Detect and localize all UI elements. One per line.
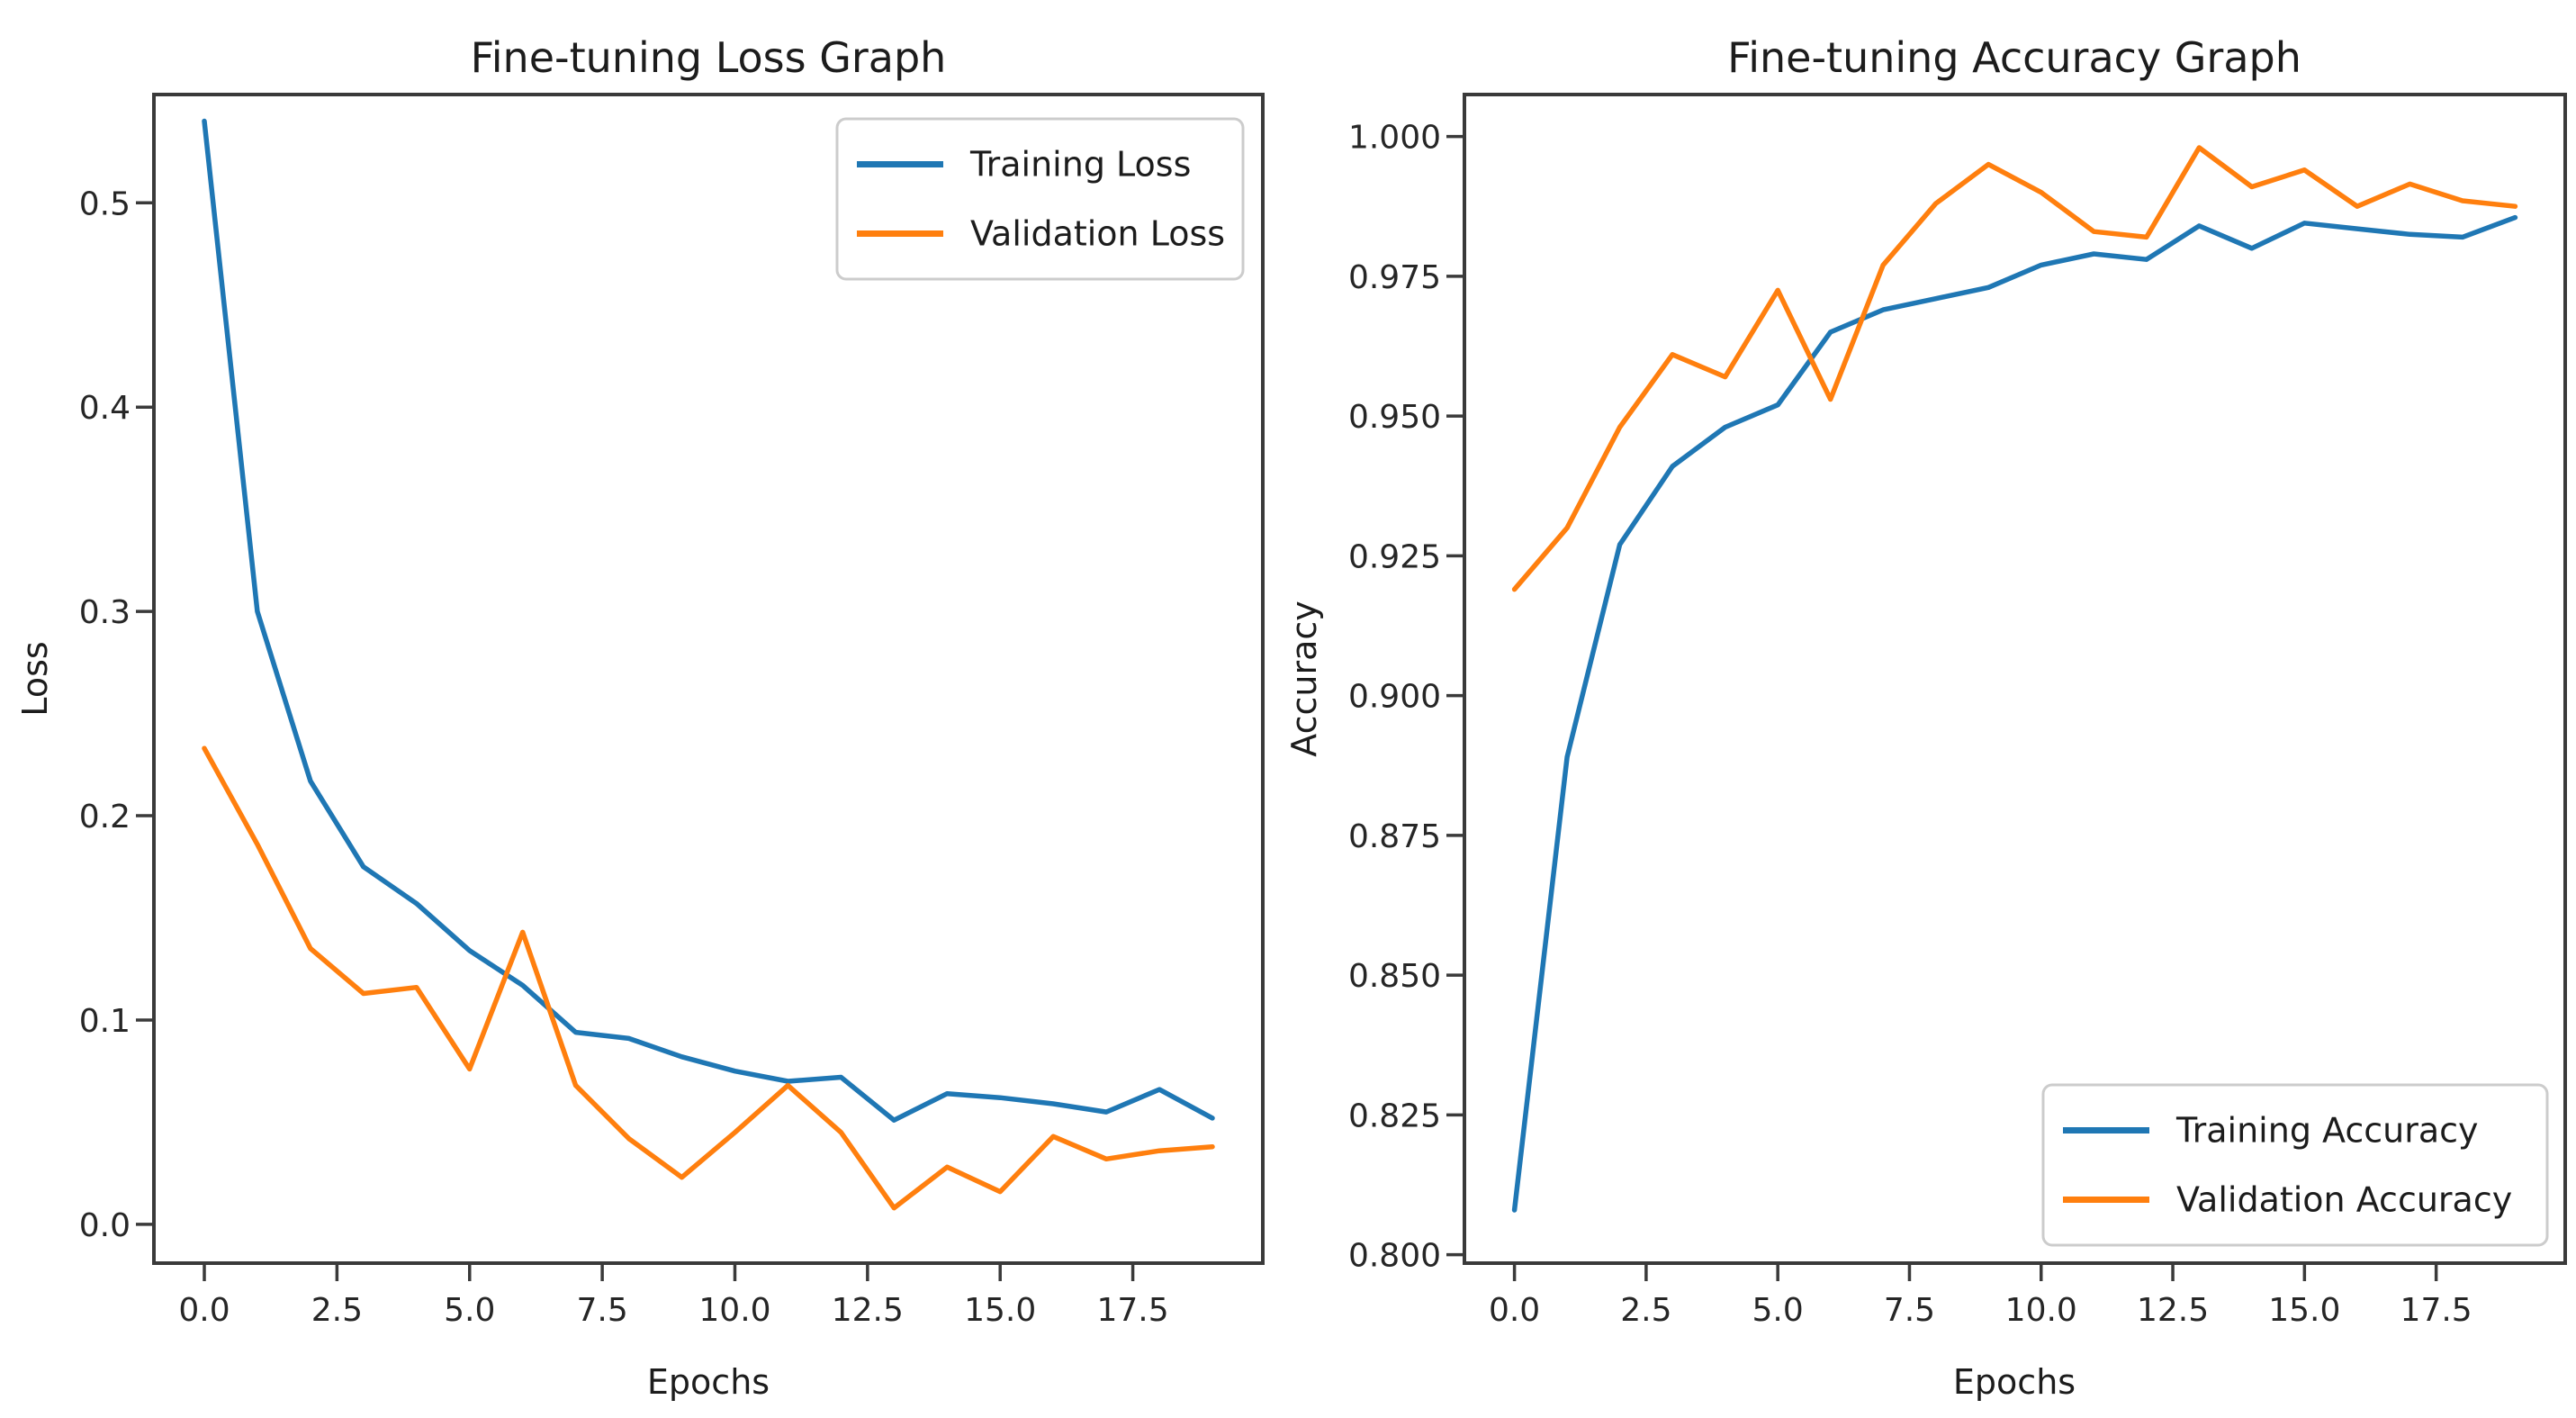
validation-loss-line: [202, 745, 1215, 1211]
x-tick-label: 17.5: [1097, 1292, 1169, 1329]
loss-x-axis-label: Epochs: [647, 1362, 770, 1402]
x-tick-label: 2.5: [1620, 1292, 1671, 1329]
accuracy-y-axis-label: Accuracy: [1284, 601, 1324, 757]
legend-label: Validation Loss: [970, 214, 1225, 254]
y-tick-label: 0.800: [1348, 1238, 1441, 1275]
y-tick-label: 0.4: [79, 390, 131, 427]
x-tick-label: 0.0: [178, 1292, 230, 1329]
legend-label: Validation Accuracy: [2176, 1180, 2512, 1220]
y-tick-label: 0.5: [79, 185, 131, 222]
accuracy-x-axis-label: Epochs: [1953, 1362, 2076, 1402]
x-tick-label: 12.5: [2137, 1292, 2209, 1329]
y-tick-label: 0.2: [79, 799, 131, 835]
x-tick-label: 10.0: [698, 1292, 770, 1329]
training-accuracy-line: [1511, 214, 2518, 1213]
legend-label: Training Loss: [969, 145, 1191, 185]
y-tick-label: 0.950: [1348, 399, 1441, 436]
y-tick-label: 0.1: [79, 1003, 131, 1040]
x-tick-label: 5.0: [1752, 1292, 1804, 1329]
y-tick-label: 0.925: [1348, 538, 1441, 575]
x-tick-label: 10.0: [2005, 1292, 2077, 1329]
x-tick-label: 2.5: [311, 1292, 363, 1329]
y-tick-label: 0.825: [1348, 1097, 1441, 1134]
y-tick-label: 0.0: [79, 1207, 131, 1244]
loss-chart-title: Fine-tuning Loss Graph: [471, 33, 947, 82]
training-loss-line: [202, 118, 1215, 1123]
accuracy-chart: 0.0 2.5 5.0 7.5 10.0 12.5 15.0 17.5 0.800 0.825 0.…: [1348, 93, 2567, 1329]
y-tick-label: 0.850: [1348, 958, 1441, 995]
x-tick-label: 7.5: [1884, 1292, 1935, 1329]
y-tick-label: 0.975: [1348, 259, 1441, 296]
loss-chart: 0.0 2.5 5.0 7.5 10.0 12.5 15.0 17.5 0.0 0.1 0.2 0.3…: [79, 93, 1265, 1329]
plot-area: [1463, 93, 2567, 1265]
y-tick-label: 0.875: [1348, 818, 1441, 855]
x-tick-label: 5.0: [444, 1292, 495, 1329]
x-tick-label: 17.5: [2400, 1292, 2472, 1329]
y-tick-label: 0.900: [1348, 679, 1441, 716]
validation-accuracy-line: [1511, 145, 2518, 592]
x-tick-label: 12.5: [832, 1292, 904, 1329]
x-tick-label: 7.5: [576, 1292, 627, 1329]
legend-box: [835, 117, 1245, 281]
x-tick-label: 0.0: [1489, 1292, 1540, 1329]
x-tick-label: 15.0: [2268, 1292, 2340, 1329]
legend-label: Training Accuracy: [2175, 1111, 2479, 1151]
y-tick-label: 0.3: [79, 594, 131, 631]
x-tick-label: 15.0: [964, 1292, 1036, 1329]
plot-area: [152, 93, 1265, 1265]
accuracy-chart-title: Fine-tuning Accuracy Graph: [1727, 33, 2301, 82]
loss-y-axis-label: Loss: [15, 641, 55, 716]
legend-box: [2041, 1083, 2549, 1247]
y-tick-label: 1.000: [1348, 120, 1441, 157]
